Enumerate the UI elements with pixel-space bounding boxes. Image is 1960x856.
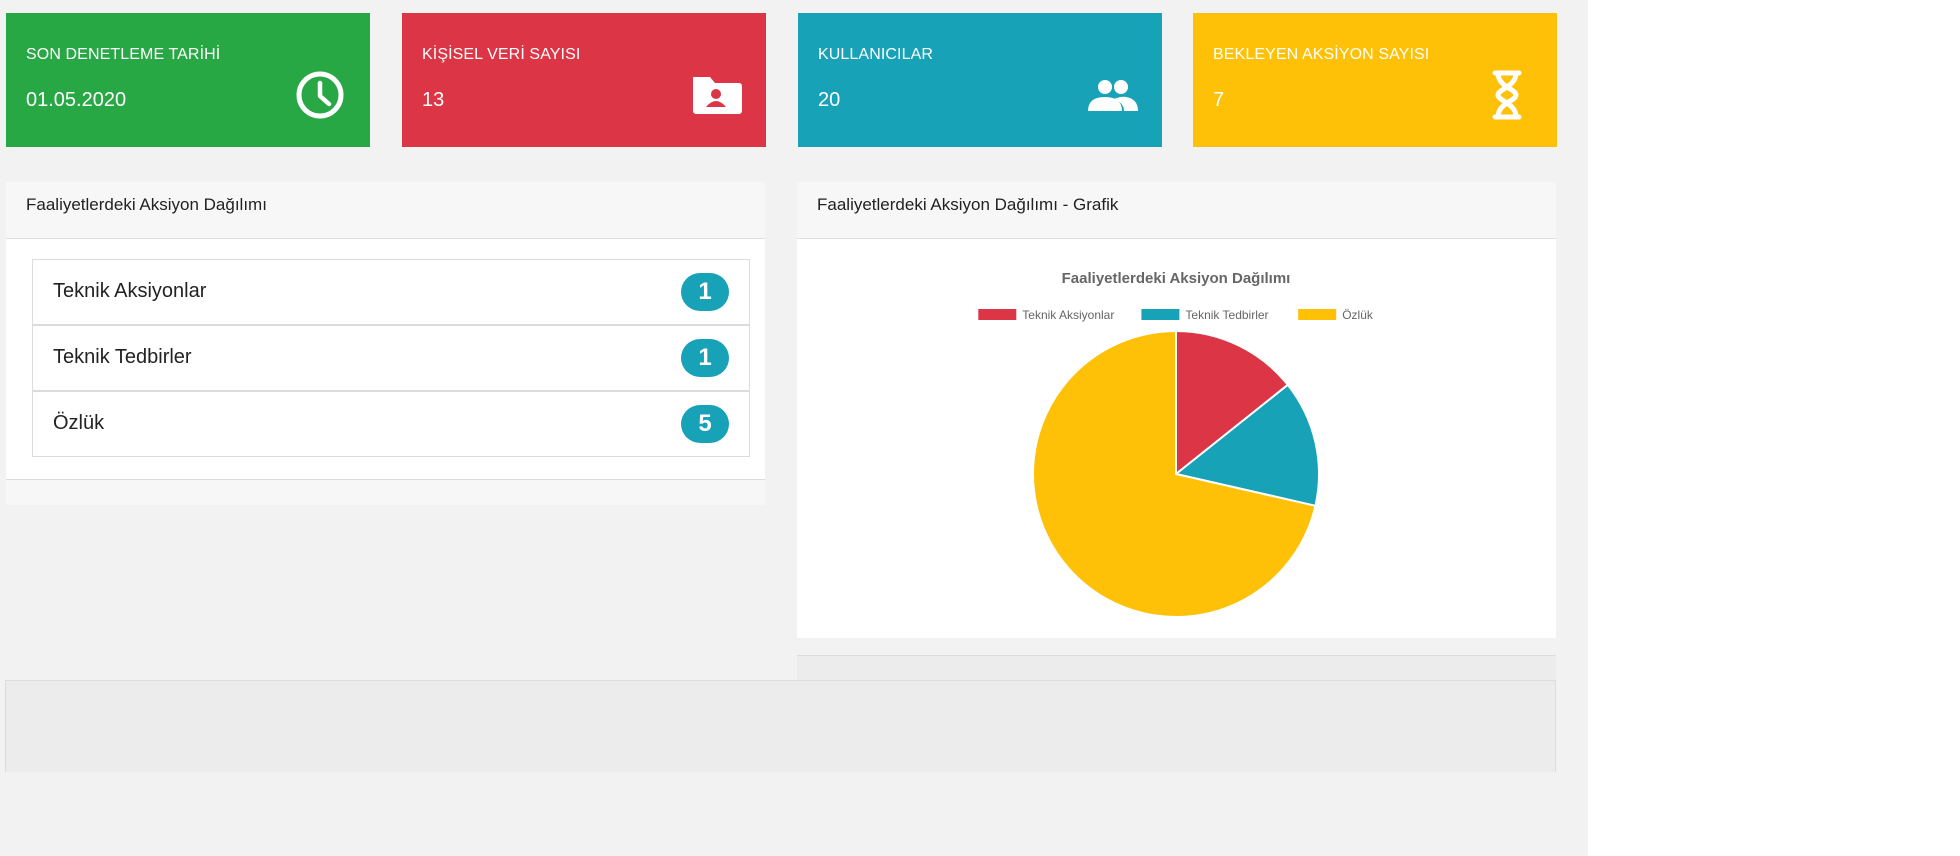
chart-title: Faaliyetlerdeki Aksiyon Dağılımı [1062, 270, 1291, 287]
pie-chart: Faaliyetlerdeki Aksiyon Dağılımı Teknik … [978, 270, 1374, 618]
list-panel-body: Teknik Aksiyonlar 1 Teknik Tedbirler 1 Ö… [6, 239, 765, 479]
chart-panel-footer [797, 655, 1556, 680]
bottom-panel [5, 680, 1556, 772]
stat-title: KİŞİSEL VERİ SAYISI [422, 46, 581, 63]
list-item[interactable]: Özlük 5 [32, 391, 750, 457]
legend-swatch[interactable] [978, 309, 1017, 320]
clock-icon [296, 71, 344, 119]
stat-value: 7 [1213, 89, 1225, 111]
stat-title: KULLANICILAR [818, 46, 934, 63]
list-item[interactable]: Teknik Aksiyonlar 1 [32, 259, 750, 325]
chart-panel-body: Faaliyetlerdeki Aksiyon Dağılımı Teknik … [797, 239, 1556, 638]
stat-card-pending-actions: BEKLEYEN AKSİYON SAYISI 7 [1193, 13, 1557, 147]
list-item-label: Özlük [53, 412, 105, 434]
stat-value: 13 [422, 89, 445, 111]
stat-title: BEKLEYEN AKSİYON SAYISI [1213, 46, 1430, 63]
list-panel-title: Faaliyetlerdeki Aksiyon Dağılımı [26, 195, 267, 214]
count-badge: 5 [681, 405, 729, 443]
legend-label[interactable]: Özlük [1342, 308, 1374, 322]
stat-title: SON DENETLEME TARİHİ [26, 46, 221, 63]
legend-swatch[interactable] [1298, 309, 1337, 320]
legend-label[interactable]: Teknik Tedbirler [1185, 308, 1268, 322]
chart-panel-header: Faaliyetlerdeki Aksiyon Dağılımı - Grafi… [797, 182, 1556, 239]
pie-slice[interactable] [1173, 383, 1320, 508]
list-item-label: Teknik Aksiyonlar [53, 280, 207, 302]
folder-user-icon [693, 77, 742, 114]
chart-panel-title: Faaliyetlerdeki Aksiyon Dağılımı - Grafi… [817, 195, 1119, 214]
stat-card-users: KULLANICILAR 20 [798, 13, 1162, 147]
list-panel-header: Faaliyetlerdeki Aksiyon Dağılımı [6, 182, 765, 239]
legend-swatch[interactable] [1141, 309, 1180, 320]
list-item-label: Teknik Tedbirler [53, 346, 192, 368]
pie-slice[interactable] [1032, 329, 1317, 618]
users-icon [1088, 80, 1138, 111]
stat-card-personal-data-count: KİŞİSEL VERİ SAYISI 13 [402, 13, 766, 147]
hourglass-icon [1492, 70, 1522, 120]
stat-card-last-audit-date: SON DENETLEME TARİHİ 01.05.2020 [6, 13, 370, 147]
count-badge: 1 [681, 339, 729, 377]
chart-legend: Teknik Aksiyonlar Teknik Tedbirler Özlük [978, 308, 1374, 322]
pie-slice[interactable] [1175, 329, 1290, 477]
list-panel-footer [6, 479, 765, 505]
pie-slices [1032, 329, 1320, 618]
count-badge: 1 [681, 273, 729, 311]
stat-value: 01.05.2020 [26, 89, 127, 111]
list-item[interactable]: Teknik Tedbirler 1 [32, 325, 750, 391]
stat-value: 20 [818, 89, 841, 111]
legend-label[interactable]: Teknik Aksiyonlar [1022, 308, 1114, 322]
